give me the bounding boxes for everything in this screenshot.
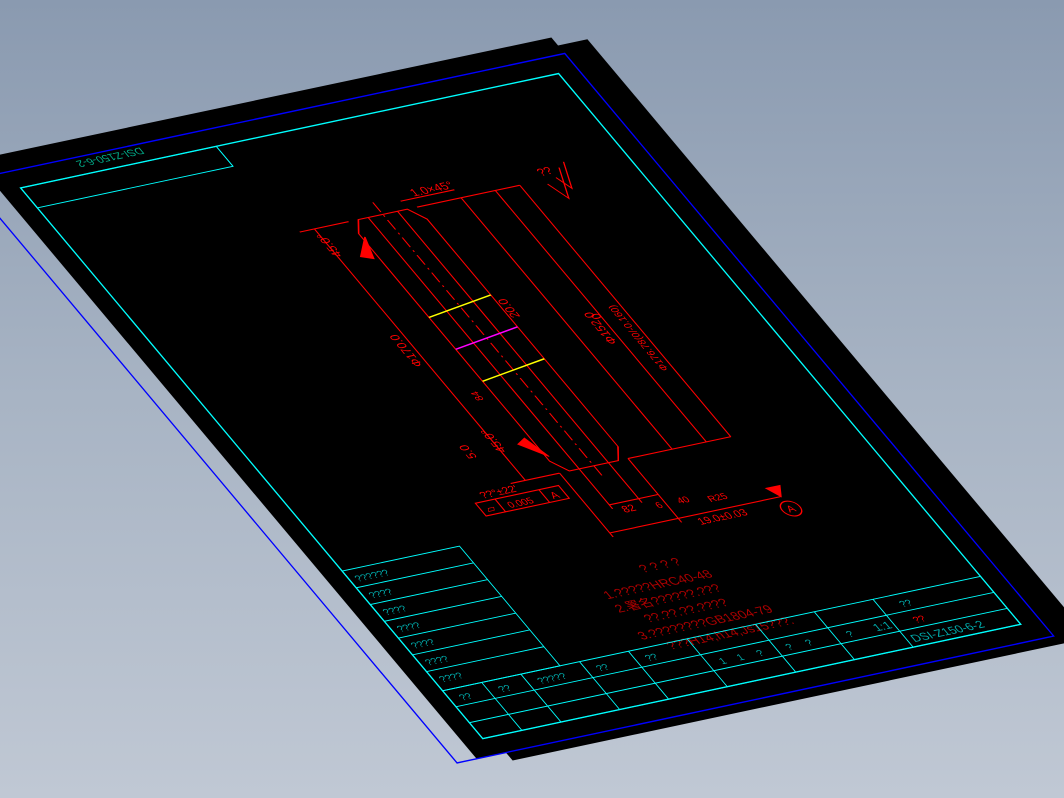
drawing-svg: DSI-Z150-6-2 (0, 0, 1064, 798)
cad-viewport[interactable]: DSI-Z150-6-2 (0, 0, 1064, 798)
